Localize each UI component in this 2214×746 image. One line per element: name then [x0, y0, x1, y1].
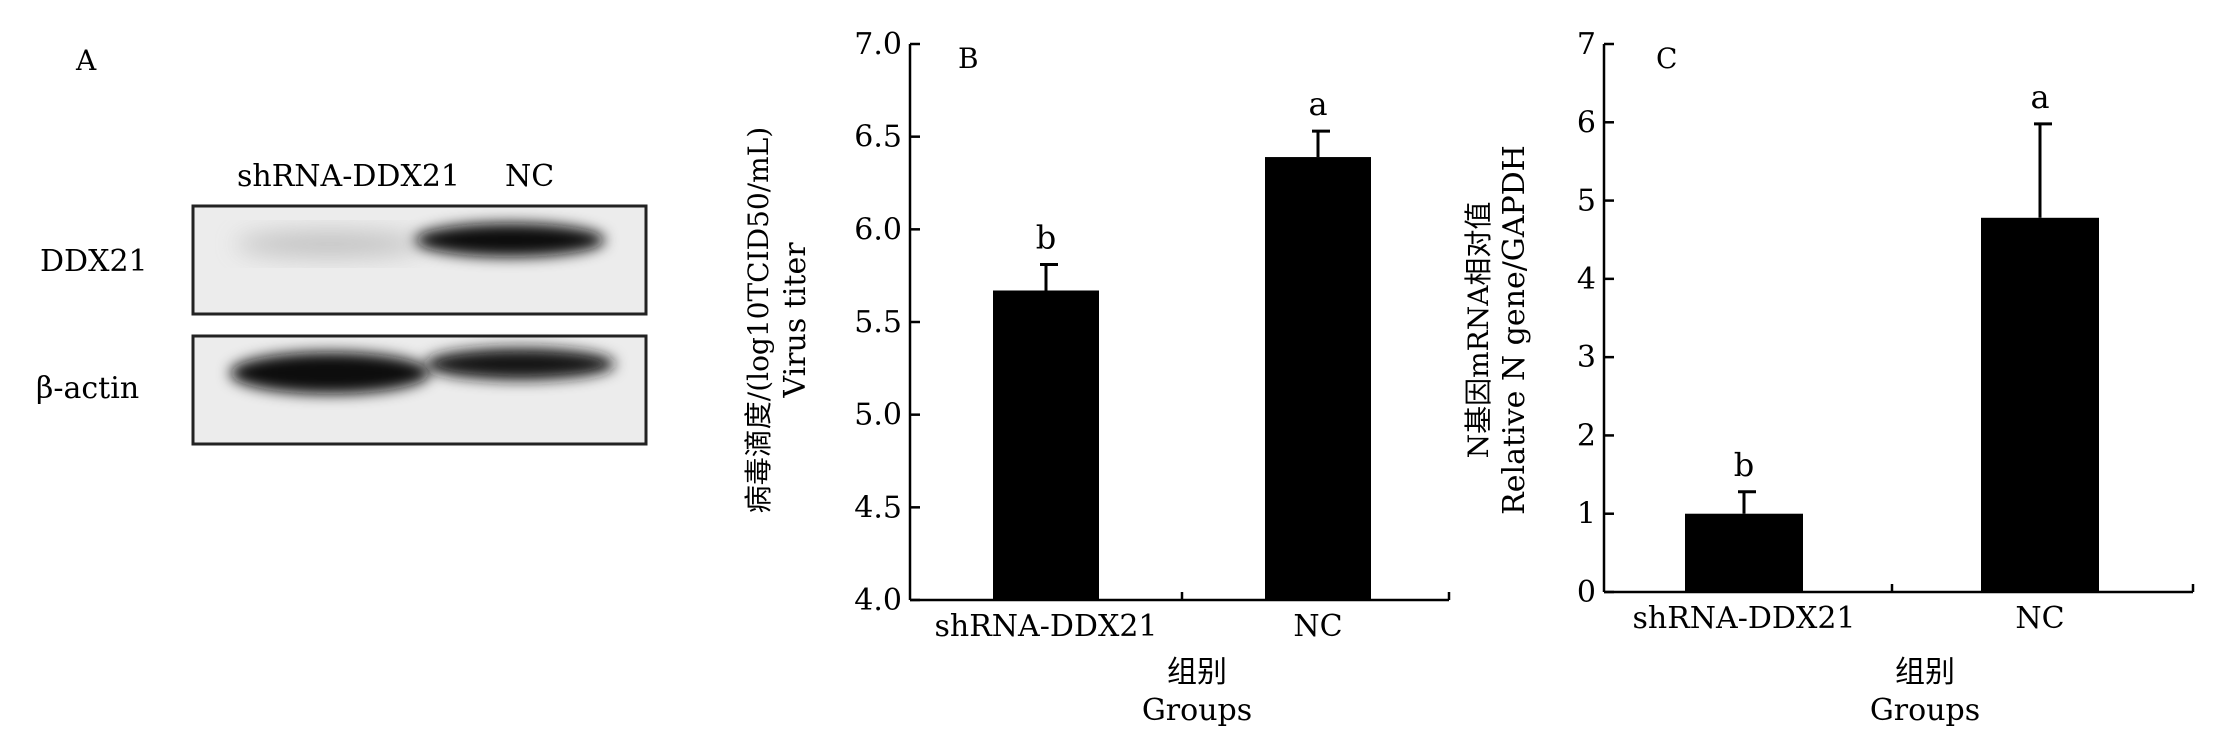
chart-c-ytick-label: 2 [1577, 418, 1596, 453]
chart-c-ytick-label: 3 [1577, 340, 1596, 375]
chart-c: C N基因mRNA相对值 Relative N gene/GAPDH 组别 Gr… [1462, 27, 2195, 728]
chart-b-ylabel-cn: 病毒滴度/(log10TCID50/mL) [742, 127, 775, 513]
chart-c-ytick-label: 1 [1577, 497, 1596, 532]
panel-a-label: A [75, 44, 97, 77]
row-label-ddx21: DDX21 [40, 244, 148, 279]
chart-c-ylabel-cn: N基因mRNA相对值 [1462, 202, 1495, 459]
ddx21-band-shrna [235, 232, 425, 256]
chart-b-annotation-0: b [1036, 219, 1056, 257]
chart-b-category-label-1: NC [1293, 609, 1342, 644]
chart-c-bar-1 [1981, 217, 2099, 592]
lane-label-shrna: shRNA-DDX21 [237, 159, 460, 194]
chart-c-bar-0 [1685, 513, 1803, 592]
chart-c-annotation-0: b [1734, 446, 1754, 484]
panel-c-label: C [1656, 42, 1677, 75]
chart-b-ytick-label: 5.5 [854, 305, 902, 340]
chart-b-ytick-label: 5.0 [854, 398, 902, 433]
panel-b-label: B [958, 42, 979, 75]
ddx21-membrane [191, 204, 648, 316]
ddx21-band-nc [415, 223, 605, 257]
chart-b-ytick-label: 4.5 [854, 490, 902, 525]
chart-c-ytick-label: 6 [1577, 105, 1596, 140]
chart-c-xlabel-en: Groups [1870, 693, 1980, 728]
chart-c-ytick-label: 4 [1577, 262, 1596, 297]
chart-c-ytick-label: 5 [1577, 184, 1596, 219]
chart-c-category-label-1: NC [2015, 601, 2064, 636]
chart-c-xlabel-cn: 组别 [1895, 655, 1955, 690]
actin-band-nc [425, 348, 615, 380]
chart-b-category-label-0: shRNA-DDX21 [935, 609, 1158, 644]
chart-c-ytick-label: 7 [1577, 27, 1596, 62]
chart-b-ytick-label: 6.0 [854, 212, 902, 247]
chart-b-xlabel-cn: 组别 [1167, 655, 1227, 690]
panel-a: A shRNA-DDX21 NC DDX21 β-actin [36, 44, 648, 446]
chart-b-ytick-label: 6.5 [854, 120, 902, 155]
chart-c-ylabel-en: Relative N gene/GAPDH [1497, 145, 1532, 515]
lane-label-nc: NC [505, 159, 554, 194]
chart-b-ytick-label: 7.0 [854, 27, 902, 62]
chart-c-category-label-0: shRNA-DDX21 [1633, 601, 1856, 636]
chart-c-annotation-1: a [2030, 78, 2049, 116]
chart-b-xlabel-en: Groups [1142, 693, 1252, 728]
chart-c-ytick-label: 0 [1577, 575, 1596, 610]
chart-b-bar-0 [993, 290, 1099, 600]
chart-b-ytick-label: 4.0 [854, 583, 902, 618]
chart-b: B 病毒滴度/(log10TCID50/mL) Virus titer 组别 G… [742, 27, 1451, 728]
chart-b-bar-1 [1265, 157, 1371, 600]
row-label-actin: β-actin [36, 371, 139, 406]
chart-b-ylabel-en: Virus titer [778, 242, 813, 399]
actin-band-shrna [230, 352, 430, 394]
chart-b-annotation-1: a [1308, 85, 1327, 123]
